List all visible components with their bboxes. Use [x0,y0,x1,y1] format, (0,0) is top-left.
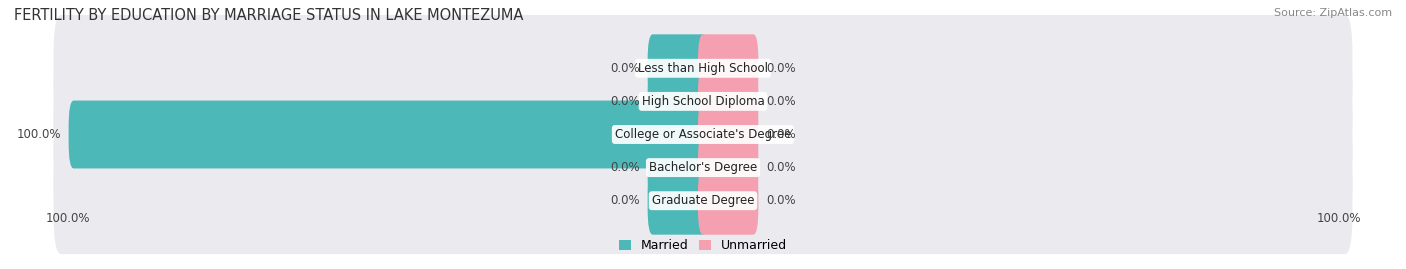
Text: Bachelor's Degree: Bachelor's Degree [650,161,756,174]
FancyBboxPatch shape [69,101,709,168]
FancyBboxPatch shape [53,114,1353,221]
Text: High School Diploma: High School Diploma [641,95,765,108]
FancyBboxPatch shape [648,167,709,235]
FancyBboxPatch shape [648,68,709,135]
Text: 0.0%: 0.0% [610,194,640,207]
Text: 0.0%: 0.0% [766,128,796,141]
FancyBboxPatch shape [648,34,709,102]
Text: 0.0%: 0.0% [766,161,796,174]
Text: 0.0%: 0.0% [610,161,640,174]
Text: Less than High School: Less than High School [638,62,768,75]
Text: 100.0%: 100.0% [45,213,90,225]
Text: 0.0%: 0.0% [610,62,640,75]
Legend: Married, Unmarried: Married, Unmarried [619,239,787,252]
Text: 0.0%: 0.0% [766,194,796,207]
FancyBboxPatch shape [697,167,758,235]
Text: FERTILITY BY EDUCATION BY MARRIAGE STATUS IN LAKE MONTEZUMA: FERTILITY BY EDUCATION BY MARRIAGE STATU… [14,8,523,23]
FancyBboxPatch shape [53,81,1353,188]
FancyBboxPatch shape [697,68,758,135]
FancyBboxPatch shape [697,134,758,201]
FancyBboxPatch shape [53,48,1353,155]
Text: Graduate Degree: Graduate Degree [652,194,754,207]
FancyBboxPatch shape [53,147,1353,254]
Text: 0.0%: 0.0% [766,95,796,108]
FancyBboxPatch shape [648,134,709,201]
Text: 0.0%: 0.0% [766,62,796,75]
Text: Source: ZipAtlas.com: Source: ZipAtlas.com [1274,8,1392,18]
Text: 100.0%: 100.0% [1316,213,1361,225]
FancyBboxPatch shape [697,101,758,168]
Text: 100.0%: 100.0% [17,128,60,141]
FancyBboxPatch shape [697,34,758,102]
Text: College or Associate's Degree: College or Associate's Degree [614,128,792,141]
Text: 0.0%: 0.0% [610,95,640,108]
FancyBboxPatch shape [53,15,1353,122]
